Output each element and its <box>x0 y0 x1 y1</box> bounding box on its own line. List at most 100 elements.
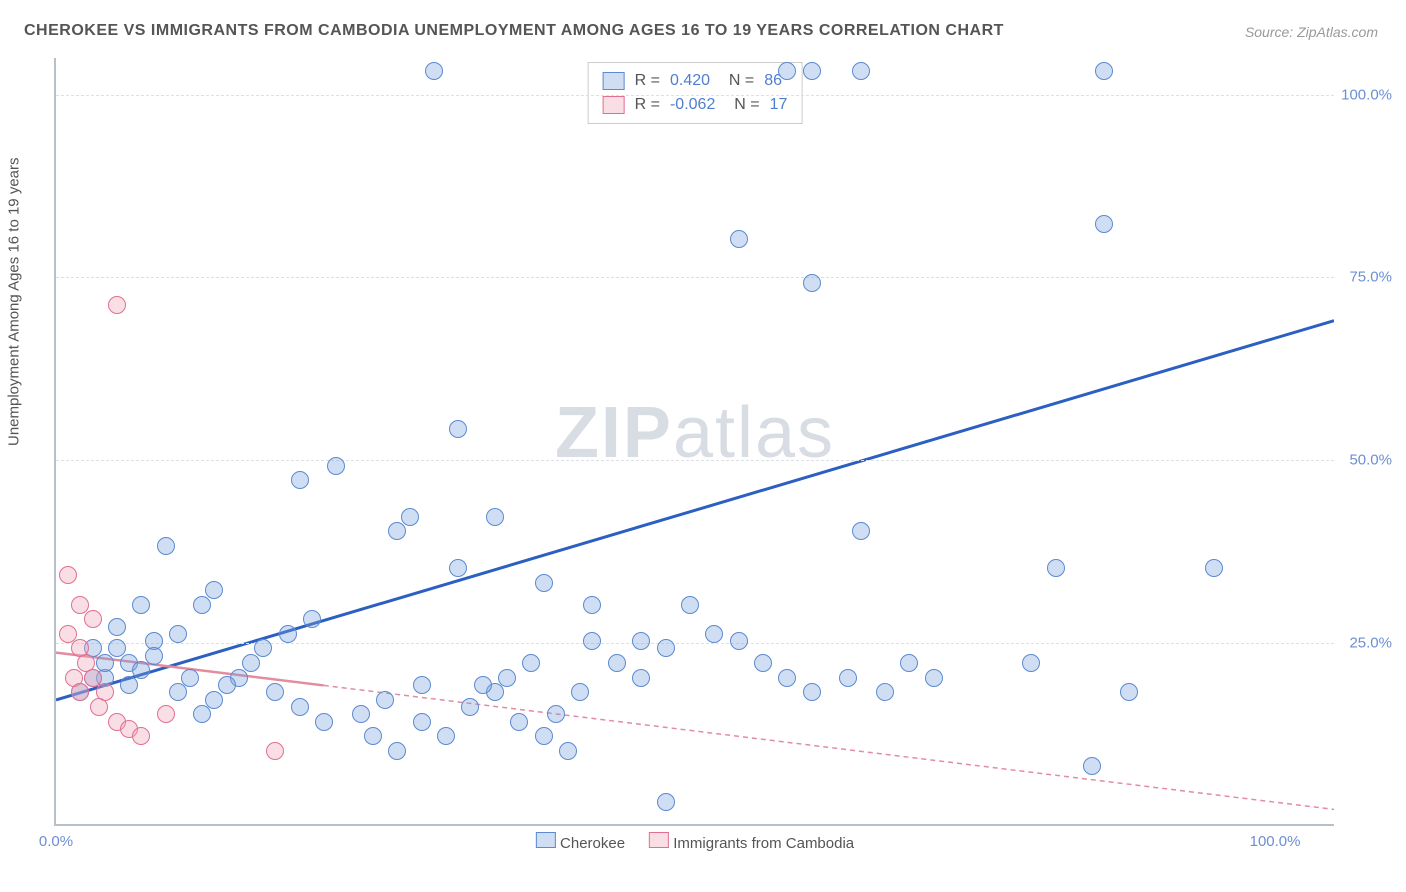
scatter-point <box>876 683 894 701</box>
series-legend: Cherokee Immigrants from Cambodia <box>536 832 854 852</box>
y-axis-label: Unemployment Among Ages 16 to 19 years <box>6 157 23 446</box>
scatter-point <box>169 625 187 643</box>
source-attribution: Source: ZipAtlas.com <box>1245 24 1378 40</box>
scatter-point <box>571 683 589 701</box>
scatter-point <box>803 62 821 80</box>
scatter-point <box>803 274 821 292</box>
scatter-point <box>132 727 150 745</box>
scatter-point <box>608 654 626 672</box>
scatter-point <box>388 522 406 540</box>
scatter-point <box>583 596 601 614</box>
scatter-point <box>852 62 870 80</box>
legend-swatch <box>603 96 625 114</box>
scatter-point <box>510 713 528 731</box>
scatter-point <box>169 683 187 701</box>
scatter-point <box>242 654 260 672</box>
scatter-point <box>778 62 796 80</box>
scatter-point <box>803 683 821 701</box>
scatter-point <box>925 669 943 687</box>
scatter-point <box>1120 683 1138 701</box>
legend-item: Cherokee <box>536 832 625 852</box>
legend-swatch <box>536 832 556 848</box>
scatter-point <box>108 296 126 314</box>
scatter-point <box>413 676 431 694</box>
scatter-point <box>425 62 443 80</box>
watermark: ZIPatlas <box>555 392 835 474</box>
scatter-point <box>291 471 309 489</box>
scatter-point <box>254 639 272 657</box>
scatter-point <box>364 727 382 745</box>
legend-n-label: N = <box>725 93 759 117</box>
scatter-point <box>461 698 479 716</box>
scatter-point <box>315 713 333 731</box>
y-tick-label: 75.0% <box>1349 269 1392 286</box>
gridline <box>56 277 1334 278</box>
scatter-point <box>730 230 748 248</box>
scatter-point <box>1047 559 1065 577</box>
y-tick-label: 100.0% <box>1341 86 1392 103</box>
scatter-point <box>108 618 126 636</box>
scatter-point <box>327 457 345 475</box>
scatter-point <box>145 647 163 665</box>
scatter-point <box>583 632 601 650</box>
scatter-point <box>181 669 199 687</box>
legend-item: Immigrants from Cambodia <box>649 832 854 852</box>
scatter-point <box>205 581 223 599</box>
x-tick-label: 0.0% <box>39 833 73 850</box>
scatter-point <box>1083 757 1101 775</box>
scatter-point <box>193 596 211 614</box>
scatter-point <box>205 691 223 709</box>
trendlines-svg <box>56 58 1334 824</box>
scatter-point <box>388 742 406 760</box>
scatter-point <box>535 727 553 745</box>
scatter-point <box>522 654 540 672</box>
scatter-point <box>96 654 114 672</box>
scatter-point <box>559 742 577 760</box>
legend-r-value: -0.062 <box>670 93 715 117</box>
y-tick-label: 25.0% <box>1349 635 1392 652</box>
scatter-point <box>437 727 455 745</box>
scatter-point <box>303 610 321 628</box>
scatter-point <box>657 639 675 657</box>
gridline <box>56 460 1334 461</box>
scatter-point <box>413 713 431 731</box>
legend-n-value: 17 <box>770 93 788 117</box>
scatter-point <box>157 537 175 555</box>
plot-area: ZIPatlas R =0.420 N =86R =-0.062 N =17 C… <box>54 58 1334 826</box>
scatter-point <box>449 559 467 577</box>
scatter-point <box>71 683 89 701</box>
gridline <box>56 95 1334 96</box>
chart-title: CHEROKEE VS IMMIGRANTS FROM CAMBODIA UNE… <box>24 22 1004 40</box>
scatter-point <box>193 705 211 723</box>
scatter-point <box>474 676 492 694</box>
legend-row: R =0.420 N =86 <box>603 69 788 93</box>
legend-label: Cherokee <box>560 835 625 852</box>
y-tick-label: 50.0% <box>1349 452 1392 469</box>
scatter-point <box>157 705 175 723</box>
scatter-point <box>486 508 504 526</box>
scatter-point <box>1022 654 1040 672</box>
scatter-point <box>84 610 102 628</box>
scatter-point <box>1205 559 1223 577</box>
gridline <box>56 643 1334 644</box>
scatter-point <box>401 508 419 526</box>
chart-container: CHEROKEE VS IMMIGRANTS FROM CAMBODIA UNE… <box>0 0 1406 892</box>
x-tick-label: 100.0% <box>1250 833 1301 850</box>
scatter-point <box>535 574 553 592</box>
scatter-point <box>218 676 236 694</box>
scatter-point <box>59 566 77 584</box>
scatter-point <box>266 683 284 701</box>
scatter-point <box>352 705 370 723</box>
legend-r-label: R = <box>635 93 660 117</box>
scatter-point <box>90 698 108 716</box>
scatter-point <box>291 698 309 716</box>
scatter-point <box>1095 62 1113 80</box>
scatter-point <box>376 691 394 709</box>
scatter-point <box>449 420 467 438</box>
scatter-point <box>632 669 650 687</box>
legend-r-label: R = <box>635 69 660 93</box>
scatter-point <box>839 669 857 687</box>
scatter-point <box>681 596 699 614</box>
scatter-point <box>120 676 138 694</box>
scatter-point <box>730 632 748 650</box>
